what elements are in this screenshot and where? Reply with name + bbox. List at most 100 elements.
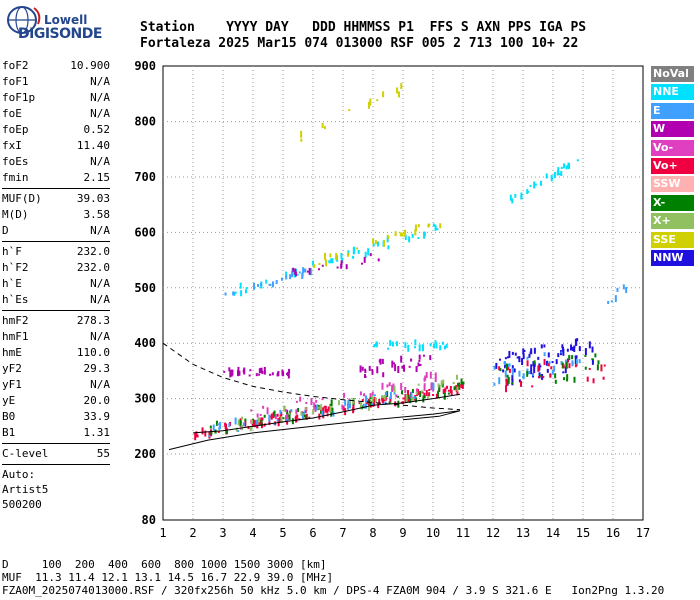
echo-point xyxy=(571,346,574,351)
echo-point xyxy=(260,367,263,373)
echo-point xyxy=(596,364,599,371)
echo-point xyxy=(529,184,532,187)
echo-point xyxy=(566,348,569,352)
echo-point xyxy=(308,267,311,275)
echo-point xyxy=(518,356,521,363)
param-label: foF2 xyxy=(2,59,29,72)
echo-point xyxy=(389,396,392,403)
echo-point xyxy=(283,405,286,412)
echo-point xyxy=(363,256,366,263)
echo-point xyxy=(408,365,411,368)
echo-point xyxy=(591,358,594,365)
echo-point xyxy=(543,359,546,366)
echo-point xyxy=(429,355,432,361)
echo-point xyxy=(295,409,298,415)
param-row-hes: h`Es N/A xyxy=(2,292,110,308)
echo-point xyxy=(391,360,394,368)
echo-point xyxy=(498,366,501,371)
echo-point xyxy=(520,380,523,387)
autoscale-line: Artist5 xyxy=(2,483,49,496)
echo-point xyxy=(362,403,365,409)
echo-point xyxy=(404,395,407,403)
echo-point xyxy=(547,363,550,367)
echo-point xyxy=(249,428,252,432)
echo-point xyxy=(304,268,307,273)
echo-point xyxy=(304,414,307,417)
echo-point xyxy=(288,412,291,415)
echo-point xyxy=(445,343,448,348)
echo-point xyxy=(540,344,543,349)
echo-point xyxy=(561,344,564,349)
logo-text-digisonde: DIGISONDE xyxy=(18,26,102,42)
echo-point xyxy=(382,91,385,98)
echo-point xyxy=(566,378,569,382)
echo-point xyxy=(532,374,535,377)
echo-point xyxy=(427,396,430,399)
echo-point xyxy=(196,434,199,438)
echo-point xyxy=(417,224,420,228)
echo-point xyxy=(282,417,285,420)
echo-point xyxy=(359,365,362,373)
echo-point xyxy=(503,361,506,366)
echo-point xyxy=(389,392,392,400)
echo-point xyxy=(509,194,512,201)
echo-point xyxy=(278,417,281,423)
echo-point xyxy=(312,409,315,415)
param-value: N/A xyxy=(90,293,110,306)
echo-point xyxy=(318,262,321,265)
echo-point xyxy=(204,430,207,437)
echo-point xyxy=(554,373,557,379)
echo-point xyxy=(384,401,387,405)
param-label: M(D) xyxy=(2,208,29,221)
echo-point xyxy=(285,415,288,423)
echo-point xyxy=(553,171,556,178)
echo-point xyxy=(505,378,508,386)
param-row-yf1: yF1 N/A xyxy=(2,377,110,393)
echo-point xyxy=(194,433,197,441)
param-value: 10.900 xyxy=(70,59,110,72)
param-row-hf: h`F 232.0 xyxy=(2,244,110,260)
echo-point xyxy=(404,229,407,237)
echo-point xyxy=(242,422,245,427)
echo-point xyxy=(531,385,534,388)
echo-point xyxy=(532,361,535,367)
echo-point xyxy=(493,365,496,370)
echo-point xyxy=(320,410,323,414)
echo-point xyxy=(293,271,296,278)
param-row-hmf2: hmF2 278.3 xyxy=(2,313,110,329)
echo-point xyxy=(423,392,426,396)
echo-point xyxy=(444,387,447,392)
echo-point xyxy=(534,183,537,186)
x-tick-label: 12 xyxy=(486,526,500,540)
echo-point xyxy=(295,415,298,422)
echo-point xyxy=(382,239,385,247)
echo-point xyxy=(271,372,274,376)
echo-point xyxy=(364,251,367,258)
header-line-2: Fortaleza 2025 Mar15 074 013000 RSF 005 … xyxy=(140,36,579,51)
echo-point xyxy=(291,271,294,278)
echo-point xyxy=(359,402,362,410)
legend-item-nne: NNE xyxy=(651,84,694,101)
echo-point xyxy=(395,394,398,398)
echo-point xyxy=(274,414,277,420)
echo-point xyxy=(506,374,509,378)
echo-point xyxy=(602,376,605,380)
param-row-foes: foEs N/A xyxy=(2,154,110,170)
echo-point xyxy=(314,406,317,412)
echo-point xyxy=(340,260,343,266)
echo-point xyxy=(219,421,222,429)
echo-point xyxy=(239,420,242,427)
echo-point xyxy=(421,344,424,347)
echo-point xyxy=(409,394,412,397)
echo-point xyxy=(320,404,323,411)
echo-point xyxy=(348,398,351,404)
echo-point xyxy=(212,424,215,431)
echo-point xyxy=(374,397,377,403)
echo-point xyxy=(239,282,242,289)
echo-point xyxy=(504,362,507,369)
echo-point xyxy=(425,390,428,397)
echo-point xyxy=(521,358,524,366)
echo-point xyxy=(508,350,511,358)
echo-point xyxy=(429,371,432,379)
echo-point xyxy=(237,366,240,372)
